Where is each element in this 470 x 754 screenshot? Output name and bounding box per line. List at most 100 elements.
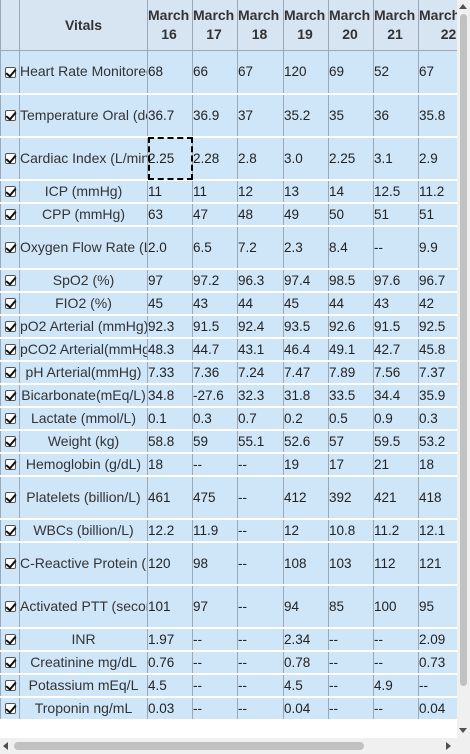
vital-value-cell[interactable]: 48.3 — [147, 337, 193, 362]
scroll-left-arrow-icon[interactable] — [3, 742, 8, 750]
vital-value-cell[interactable]: 101 — [147, 584, 193, 629]
vital-value-cell[interactable]: 7.24 — [237, 360, 284, 385]
vital-value-cell[interactable]: 96.7 — [418, 268, 457, 293]
vital-value-cell[interactable]: -- — [237, 696, 284, 721]
scroll-down-arrow-icon[interactable] — [459, 728, 467, 733]
vital-value-cell[interactable]: 10.8 — [328, 518, 374, 543]
vital-value-cell[interactable]: 34.8 — [147, 383, 193, 408]
row-checkbox[interactable] — [4, 67, 16, 79]
vital-value-cell[interactable]: -- — [192, 696, 238, 721]
vital-value-cell[interactable]: 103 — [328, 541, 374, 586]
row-checkbox[interactable] — [4, 525, 16, 537]
vital-value-cell[interactable]: 92.6 — [328, 314, 374, 339]
vital-value-cell[interactable]: 8.4 — [328, 225, 374, 270]
vital-value-cell[interactable]: 97 — [192, 584, 238, 629]
vital-value-cell[interactable]: 92.3 — [147, 314, 193, 339]
horizontal-scroll-thumb[interactable] — [14, 742, 364, 750]
vital-value-cell[interactable]: -- — [192, 650, 238, 675]
vital-value-cell[interactable]: 120 — [283, 50, 329, 95]
vital-value-cell[interactable]: 96.3 — [237, 268, 284, 293]
vital-value-cell[interactable]: 12.1 — [418, 518, 457, 543]
vital-value-cell[interactable]: 59 — [192, 429, 238, 454]
vital-value-cell[interactable]: 52.6 — [283, 429, 329, 454]
vital-value-cell[interactable]: 36.7 — [147, 93, 193, 138]
vital-value-cell[interactable]: 49 — [283, 202, 329, 227]
vital-value-cell[interactable]: -- — [328, 673, 374, 698]
row-checkbox[interactable] — [4, 186, 16, 198]
vital-value-cell[interactable]: -- — [237, 518, 284, 543]
vital-value-cell[interactable]: 121 — [418, 541, 457, 586]
vital-value-cell[interactable]: 43 — [373, 291, 419, 316]
day-column-header[interactable]: March 16 — [147, 0, 193, 51]
row-checkbox[interactable] — [4, 492, 16, 504]
vital-value-cell[interactable]: 85 — [328, 584, 374, 629]
vital-value-cell[interactable]: -- — [328, 627, 374, 652]
horizontal-scrollbar[interactable] — [0, 738, 457, 754]
vital-value-cell[interactable]: 66 — [192, 50, 238, 95]
vital-value-cell[interactable]: 57 — [328, 429, 374, 454]
day-column-header[interactable]: March 19 — [283, 0, 329, 51]
vital-value-cell[interactable]: 12 — [237, 179, 284, 204]
vital-value-cell[interactable]: -- — [418, 673, 457, 698]
vital-value-cell[interactable]: 47 — [192, 202, 238, 227]
vital-value-cell[interactable]: 32.3 — [237, 383, 284, 408]
vital-value-cell[interactable]: 12 — [283, 518, 329, 543]
vital-value-cell[interactable]: 12.5 — [373, 179, 419, 204]
vital-value-cell[interactable]: 3.1 — [373, 136, 419, 181]
vital-value-cell[interactable]: 43 — [192, 291, 238, 316]
vital-value-cell[interactable]: -- — [237, 452, 284, 477]
vital-value-cell[interactable]: -- — [237, 650, 284, 675]
vital-value-cell[interactable]: 42.7 — [373, 337, 419, 362]
vital-value-cell[interactable]: 0.03 — [147, 696, 193, 721]
vital-value-cell[interactable]: 19 — [283, 452, 329, 477]
vital-value-cell[interactable]: 50 — [328, 202, 374, 227]
vital-value-cell[interactable]: 46.4 — [283, 337, 329, 362]
vertical-scrollbar[interactable] — [457, 0, 470, 738]
vital-value-cell[interactable]: 2.9 — [418, 136, 457, 181]
vital-value-cell[interactable]: -- — [237, 584, 284, 629]
vital-value-cell[interactable]: 100 — [373, 584, 419, 629]
vital-value-cell[interactable]: 0.5 — [328, 406, 374, 431]
vital-value-cell[interactable]: 7.37 — [418, 360, 457, 385]
vital-value-cell[interactable]: 1.97 — [147, 627, 193, 652]
row-checkbox[interactable] — [4, 680, 16, 692]
vital-value-cell[interactable]: -- — [373, 650, 419, 675]
row-checkbox[interactable] — [4, 558, 16, 570]
vital-value-cell[interactable]: 7.2 — [237, 225, 284, 270]
vital-value-cell[interactable]: 33.5 — [328, 383, 374, 408]
vital-value-cell[interactable]: 45 — [283, 291, 329, 316]
vital-value-cell[interactable]: 18 — [147, 452, 193, 477]
row-checkbox[interactable] — [4, 390, 16, 402]
vital-value-cell[interactable]: 4.9 — [373, 673, 419, 698]
vital-value-cell[interactable]: 92.5 — [418, 314, 457, 339]
vital-value-cell[interactable]: 475 — [192, 475, 238, 520]
vital-value-cell[interactable]: 0.76 — [147, 650, 193, 675]
vital-value-cell[interactable]: 94 — [283, 584, 329, 629]
vital-value-cell[interactable]: 68 — [147, 50, 193, 95]
vital-value-cell[interactable]: 44 — [328, 291, 374, 316]
vital-value-cell[interactable]: 7.89 — [328, 360, 374, 385]
vital-value-cell[interactable]: 91.5 — [373, 314, 419, 339]
vital-value-cell[interactable]: 120 — [147, 541, 193, 586]
vital-value-cell[interactable]: -- — [373, 225, 419, 270]
vital-value-cell[interactable]: 108 — [283, 541, 329, 586]
vital-value-cell[interactable]: 3.0 — [283, 136, 329, 181]
vital-value-cell[interactable]: 53.2 — [418, 429, 457, 454]
vital-value-cell[interactable]: 59.5 — [373, 429, 419, 454]
vital-value-cell[interactable]: 18 — [418, 452, 457, 477]
vital-value-cell[interactable]: 45.8 — [418, 337, 457, 362]
row-checkbox[interactable] — [4, 657, 16, 669]
day-column-header[interactable]: March 21 — [373, 0, 419, 51]
vital-value-cell[interactable]: 35 — [328, 93, 374, 138]
vital-value-cell[interactable]: -- — [373, 627, 419, 652]
vital-value-cell[interactable]: 0.04 — [283, 696, 329, 721]
scroll-right-arrow-icon[interactable] — [446, 742, 451, 750]
vital-value-cell[interactable]: 44 — [237, 291, 284, 316]
row-checkbox[interactable] — [4, 242, 16, 254]
vital-value-cell[interactable]: 36.9 — [192, 93, 238, 138]
vital-value-cell[interactable]: 0.78 — [283, 650, 329, 675]
vital-value-cell[interactable]: 34.4 — [373, 383, 419, 408]
vital-value-cell[interactable]: 2.25 — [147, 136, 193, 181]
vital-value-cell[interactable]: 2.8 — [237, 136, 284, 181]
vital-value-cell[interactable]: 98.5 — [328, 268, 374, 293]
